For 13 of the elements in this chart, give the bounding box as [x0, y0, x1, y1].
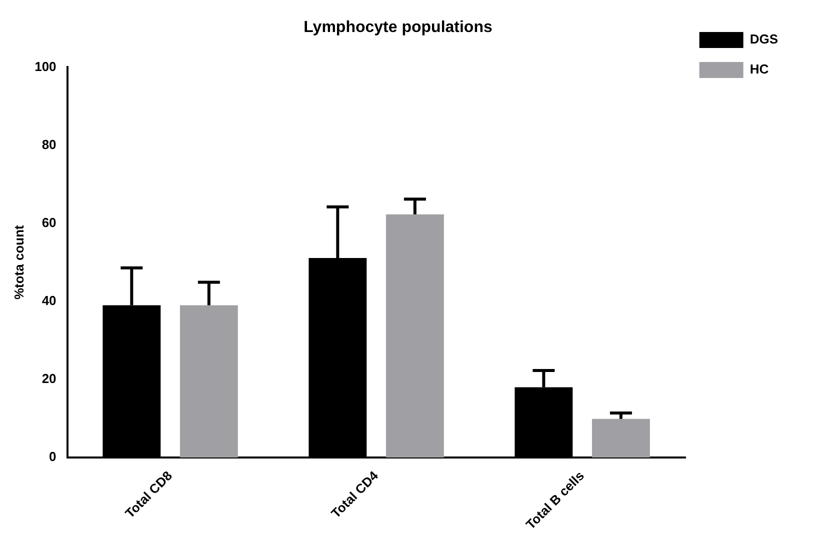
y-tick-label: 80: [42, 136, 56, 152]
y-tick-label: 60: [42, 214, 56, 230]
chart-title: Lymphocyte populations: [304, 19, 492, 36]
y-tick-label: 20: [42, 371, 56, 386]
y-tick-label: 40: [42, 292, 56, 308]
bar: [180, 305, 238, 458]
legend-label: HC: [750, 62, 770, 77]
legend-label: DGS: [750, 32, 778, 47]
y-tick-label: 100: [34, 58, 56, 74]
y-tick-label: 0: [49, 449, 56, 464]
bar: [386, 214, 444, 458]
bar: [592, 418, 650, 458]
y-axis-title: %tota count: [11, 224, 26, 300]
